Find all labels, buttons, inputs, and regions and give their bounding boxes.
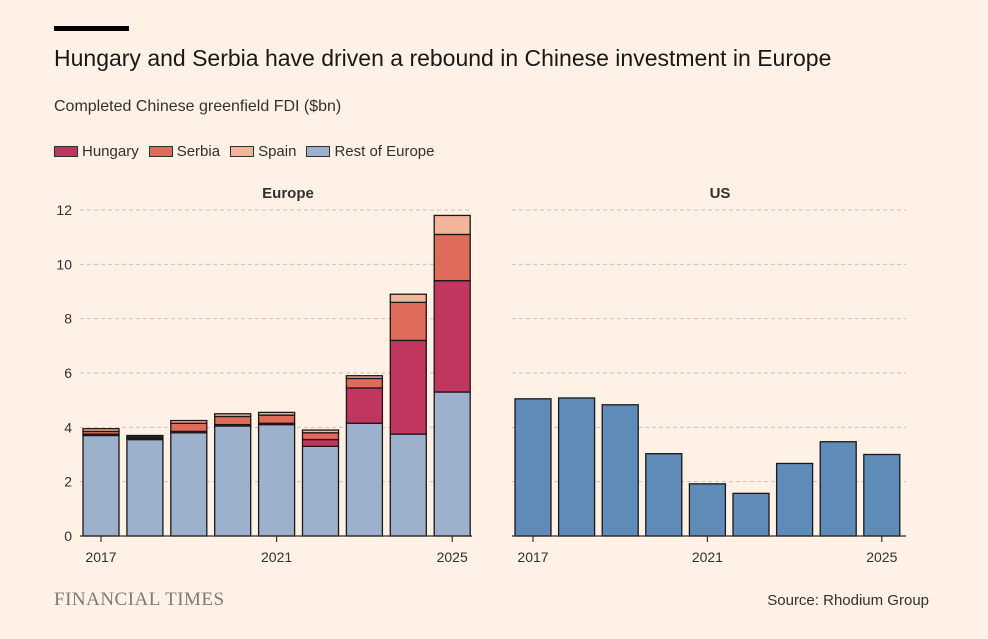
x-tick-label-us: 2025 [866, 549, 897, 565]
bar-us-us-2018 [557, 397, 596, 537]
bar-europe-serbia-2019 [170, 422, 208, 433]
bar-us-us-2019 [601, 404, 639, 537]
legend: Hungary Serbia Spain Rest of Europe [54, 143, 435, 160]
x-tick-label-us: 2021 [692, 549, 723, 565]
bar-europe-rest-of-europe-2017 [82, 434, 120, 537]
y-tick-label: 6 [64, 365, 72, 381]
bar-europe-serbia-2023 [345, 377, 384, 389]
bar-us-us-2022 [732, 492, 770, 537]
bar-europe-spain-2024 [389, 293, 427, 304]
bar-us-us-2020 [645, 453, 683, 537]
legend-swatch-spain [230, 146, 255, 157]
bar-us-us-2023 [775, 462, 814, 537]
bar-europe-rest-of-europe-2023 [345, 422, 384, 537]
legend-swatch-hungary [54, 146, 78, 157]
bar-us-us-2024 [819, 441, 857, 537]
legend-label-spain: Spain [258, 143, 297, 160]
bar-europe-rest-of-europe-2019 [170, 432, 208, 537]
ft-logo: FINANCIAL TIMES [54, 589, 225, 610]
x-tick-label-europe: 2025 [437, 549, 468, 565]
y-tick-label: 12 [56, 202, 72, 218]
y-tick-label: 10 [56, 256, 72, 272]
bar-europe-rest-of-europe-2018 [126, 438, 164, 537]
y-tick-label: 0 [64, 528, 72, 544]
legend-label-hungary: Hungary [82, 143, 139, 160]
bar-europe-rest-of-europe-2024 [389, 433, 427, 537]
bar-us-us-2025 [863, 453, 901, 537]
legend-item-rest-of-europe: Rest of Europe [306, 143, 435, 160]
bar-us-us-2017 [514, 398, 552, 537]
bar-europe-spain-2019 [170, 419, 208, 424]
legend-swatch-serbia [148, 146, 173, 157]
bar-europe-rest-of-europe-2025 [433, 391, 471, 537]
bar-europe-rest-of-europe-2020 [214, 425, 252, 537]
bar-europe-spain-2018 [126, 434, 164, 438]
bar-europe-serbia-2024 [389, 301, 427, 342]
bar-europe-spain-2023 [345, 375, 384, 380]
x-tick-label-us: 2017 [517, 549, 548, 565]
legend-item-spain: Spain [230, 143, 296, 160]
bar-europe-hungary-2023 [345, 387, 384, 424]
bar-us-us-2021 [688, 483, 727, 537]
header-rule [54, 26, 129, 31]
bar-europe-serbia-2021 [257, 414, 296, 424]
panel-title-us: US [710, 185, 731, 202]
legend-label-rest-of-europe: Rest of Europe [334, 143, 435, 160]
bar-europe-rest-of-europe-2021 [257, 423, 296, 537]
y-tick-label: 8 [64, 311, 72, 327]
x-tick-label-europe: 2017 [85, 549, 116, 565]
legend-swatch-rest-of-europe [306, 146, 331, 157]
x-tick-label-europe: 2021 [261, 549, 292, 565]
legend-item-hungary: Hungary [54, 143, 139, 160]
bar-europe-spain-2021 [257, 411, 296, 416]
panel-title-europe: Europe [262, 185, 314, 202]
bar-europe-spain-2025 [433, 214, 471, 236]
source-note: Source: Rhodium Group [767, 592, 929, 609]
bar-europe-hungary-2025 [433, 279, 471, 393]
bar-europe-spain-2017 [82, 428, 120, 433]
chart-title: Hungary and Serbia have driven a rebound… [54, 45, 832, 71]
legend-label-serbia: Serbia [176, 143, 221, 160]
bar-europe-serbia-2022 [301, 432, 340, 441]
bar-europe-serbia-2020 [214, 415, 252, 426]
bar-europe-hungary-2022 [301, 438, 340, 447]
bar-europe-spain-2022 [301, 429, 340, 434]
legend-item-serbia: Serbia [148, 143, 221, 160]
bar-europe-hungary-2024 [389, 339, 427, 435]
y-tick-label: 4 [64, 419, 72, 435]
y-tick-label: 2 [64, 474, 72, 490]
chart-subtitle: Completed Chinese greenfield FDI ($bn) [54, 98, 342, 115]
bar-europe-rest-of-europe-2022 [301, 445, 340, 537]
bar-europe-serbia-2025 [433, 233, 471, 282]
bar-europe-spain-2020 [214, 413, 252, 418]
